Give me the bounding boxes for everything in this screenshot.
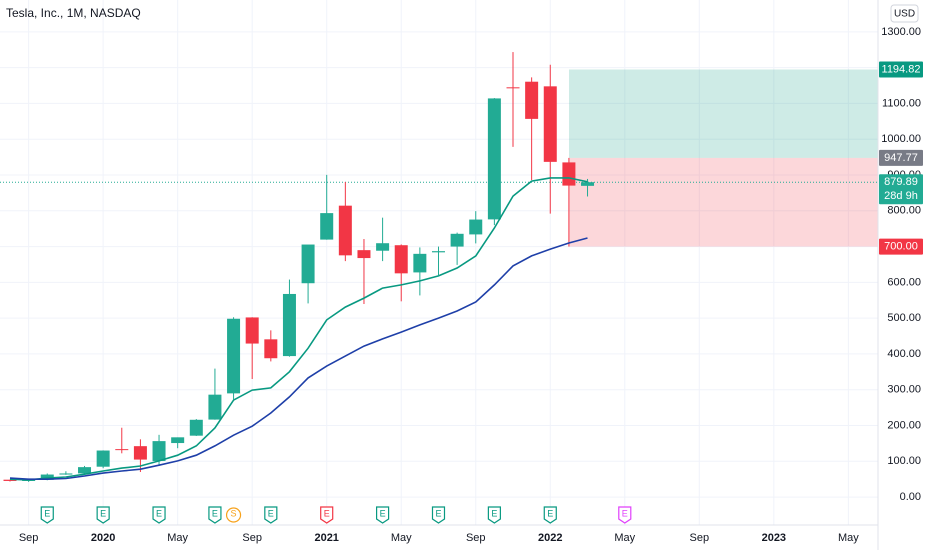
event-label: S [231, 508, 237, 518]
y-tick-label: 1300.00 [881, 26, 921, 38]
x-tick-label: May [838, 532, 859, 544]
countdown: 28d 9h [884, 190, 918, 202]
candle-body [189, 419, 203, 436]
event-icon [320, 506, 334, 524]
y-tick-label: 0.00 [900, 491, 921, 503]
event-label: E [100, 508, 106, 518]
candle-body [3, 479, 17, 481]
x-tick-label: May [167, 532, 188, 544]
candle-body [301, 244, 315, 284]
y-tick-label: 400.00 [887, 348, 921, 360]
event-label: E [156, 508, 162, 518]
candle-body [264, 339, 278, 359]
x-tick-label: May [614, 532, 635, 544]
candle-body [59, 473, 73, 475]
x-tick-label: Sep [19, 532, 39, 544]
candle-body [96, 450, 110, 467]
currency: USD [894, 9, 915, 20]
y-tick-label: 500.00 [887, 312, 921, 324]
x-tick-label: Sep [466, 532, 486, 544]
candle-body [320, 213, 334, 240]
y-tick-label: 600.00 [887, 276, 921, 288]
candle-body [208, 394, 222, 420]
candle-body [115, 449, 129, 451]
candle-body [431, 251, 445, 253]
event-icon [264, 506, 278, 524]
moving-average [9, 177, 588, 481]
x-tick-label: 2022 [538, 532, 562, 544]
grid [0, 0, 878, 525]
target-label: 1194.82 [882, 63, 921, 75]
event-label: E [268, 508, 274, 518]
candle-body [450, 233, 464, 247]
event-label: E [435, 508, 441, 518]
candle-body [469, 219, 483, 235]
candle-body [133, 446, 147, 460]
event-icon [487, 506, 501, 524]
candle-body [282, 293, 296, 357]
event-label: E [44, 508, 50, 518]
stop-label-bg [879, 238, 923, 255]
event-icon [431, 506, 446, 524]
candle-body [394, 245, 408, 274]
event-icon [618, 506, 632, 524]
event-label: E [212, 508, 218, 518]
event-label: E [491, 508, 497, 518]
candle-body [376, 243, 390, 251]
y-tick-label: 100.00 [887, 455, 921, 467]
candle-body [357, 250, 371, 259]
event-icon [40, 506, 54, 524]
candle-body [171, 437, 185, 444]
x-tick-label: 2020 [91, 532, 115, 544]
event-label: E [324, 508, 330, 518]
candle-body [245, 317, 259, 344]
x-tick-label: 2023 [762, 532, 786, 544]
y-tick-label: 800.00 [887, 205, 921, 217]
y-tick-label: 300.00 [887, 384, 921, 396]
profit-zone [569, 69, 878, 158]
y-tick-label: 1000.00 [881, 133, 921, 145]
event-icon [543, 506, 557, 524]
y-tick-label: 1100.00 [882, 97, 921, 109]
candle-body [78, 467, 92, 474]
event-icon [225, 507, 242, 523]
candle-body [543, 86, 557, 162]
event-icon [208, 506, 222, 524]
candle-body [581, 182, 595, 186]
x-tick-label: May [391, 532, 412, 544]
chart-title: Tesla, Inc., 1M, NASDAQ [6, 6, 141, 20]
entry-label: 947.77 [884, 152, 918, 164]
x-tick-label: 2021 [314, 532, 338, 544]
candle-body [227, 318, 241, 394]
currency-box[interactable] [890, 4, 919, 23]
event-label: E [547, 508, 553, 518]
candle-body [506, 87, 520, 89]
candle-body [525, 81, 539, 119]
candle-body [487, 98, 501, 220]
candle-body [40, 474, 54, 480]
y-tick-label: 200.00 [887, 419, 921, 431]
candle-body [562, 162, 576, 186]
event-label: E [622, 508, 628, 518]
candle-body [338, 205, 352, 256]
moving-average [9, 237, 588, 480]
event-icon [152, 506, 166, 524]
entry-label-bg [879, 149, 923, 166]
event-label: E [380, 508, 386, 518]
stop-label: 700.00 [884, 240, 918, 252]
loss-zone [569, 157, 878, 247]
last-price-label: 879.89 [884, 176, 918, 188]
candle-body [413, 253, 427, 273]
target-label-bg [879, 61, 923, 78]
event-icon [96, 506, 110, 524]
candle-body [152, 441, 166, 461]
x-tick-label: Sep [242, 532, 262, 544]
x-tick-label: Sep [690, 532, 710, 544]
plot [0, 52, 878, 482]
last-price-label-bg [879, 174, 923, 205]
event-icon [376, 506, 390, 524]
